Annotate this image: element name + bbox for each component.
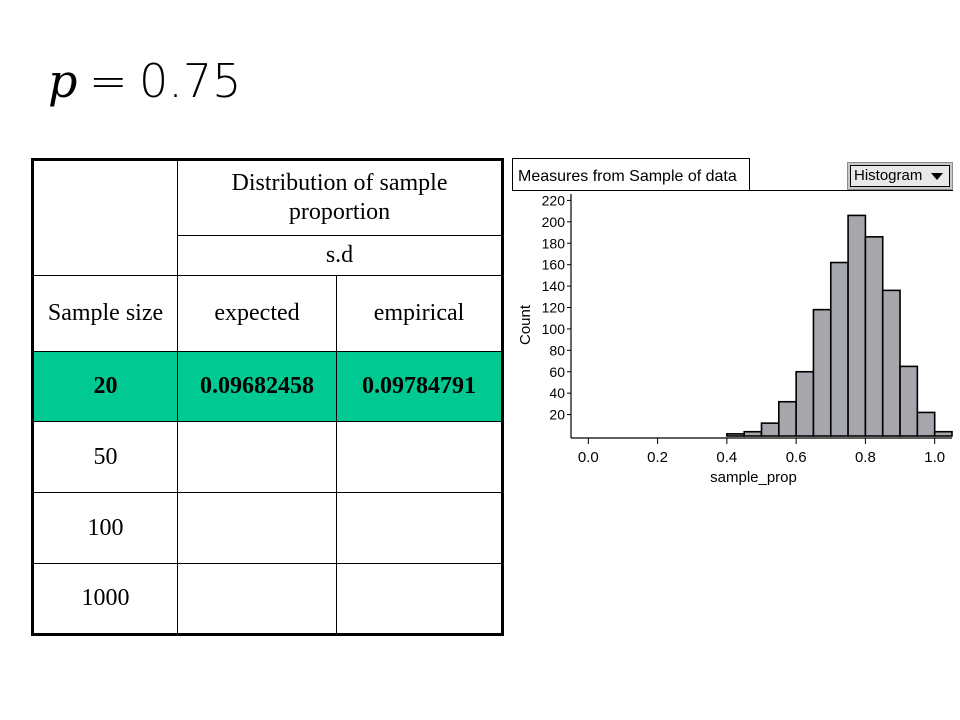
x-tick-label: 0.6 [786,449,807,466]
expected-header: expected [177,275,337,352]
chevron-down-icon[interactable] [931,173,943,180]
x-tick-label: 1.0 [924,449,945,466]
x-tick-label: 0.0 [578,449,599,466]
histogram-chart: 20 40 60 80 100 120 140 160 180 200 220 0.0 0.2 0.4 0.… [517,192,953,486]
histogram-window-title: Measures from Sample of data [512,158,750,190]
formula-variable: p [48,54,78,108]
x-tick-label: 0.4 [716,449,737,466]
distribution-header: Distribution of sample proportion [177,159,503,236]
y-tick-label: 20 [549,407,565,423]
row-empirical [336,421,503,493]
histogram-bar [829,261,849,437]
row-sample-size: 50 [32,421,178,493]
row-empirical: 0.09784791 [336,351,503,422]
y-axis-label: Count [517,304,534,345]
table-row: 1000 [32,563,503,635]
histogram-bar [743,430,763,437]
histogram-bar [726,433,745,437]
sample-size-header: Sample size [32,275,178,352]
formula-value: 0.75 [139,54,242,108]
y-tick-label: 220 [542,192,566,208]
table-corner-cell [32,159,178,276]
plot-type-dropdown[interactable]: Histogram [847,162,953,190]
row-empirical [336,492,503,564]
table-row: 20 0.09682458 0.09784791 [32,351,503,422]
row-sample-size: 100 [32,492,178,564]
y-tick-label: 60 [549,364,565,380]
histogram-bar [812,308,832,437]
histogram-bar [916,411,936,437]
proportion-formula: p = 0.75 [48,56,241,107]
chart-frame-line [512,190,953,191]
row-expected [177,492,337,564]
histogram-bar [881,289,901,437]
y-tick-label: 40 [549,385,565,401]
histogram-bar [899,365,919,437]
row-sample-size: 1000 [32,563,178,635]
row-sample-size: 20 [32,351,178,422]
row-expected: 0.09682458 [177,351,337,422]
x-axis-label: sample_prop [710,469,797,486]
formula-equals: = [88,54,128,108]
table-row: 50 [32,421,503,493]
histogram-bar [864,236,884,437]
histogram-bar [760,422,780,437]
y-tick-label: 180 [542,235,566,251]
histogram-bar [933,430,953,437]
y-tick-label: 200 [542,214,566,230]
y-tick-label: 120 [542,300,566,316]
y-tick-label: 160 [542,257,566,273]
y-tick-label: 140 [542,278,566,294]
table-subheader-row: s.d [33,235,503,276]
table-row: 100 [32,492,503,564]
histogram-bar [778,400,797,437]
empirical-header: empirical [336,275,503,352]
table-column-row: Sample size expected empirical [32,275,503,352]
row-expected [177,421,337,493]
sd-table: Distribution of sample proportion s.d Sa… [31,158,504,636]
histogram-window: Measures from Sample of data Histogram 2… [508,158,956,498]
row-empirical [336,563,503,635]
plot-type-label: Histogram [854,167,923,184]
row-expected [177,563,337,635]
x-tick-label: 0.2 [647,449,668,466]
sd-header: s.d [177,235,503,276]
histogram-bar [847,214,867,437]
table-header-row: Distribution of sample proportion [32,159,503,276]
x-tick-label: 0.8 [855,449,876,466]
histogram-bar [795,370,815,437]
plot-type-dropdown-field[interactable]: Histogram [850,165,950,187]
y-tick-label: 80 [549,342,565,358]
y-tick-label: 100 [542,321,566,337]
